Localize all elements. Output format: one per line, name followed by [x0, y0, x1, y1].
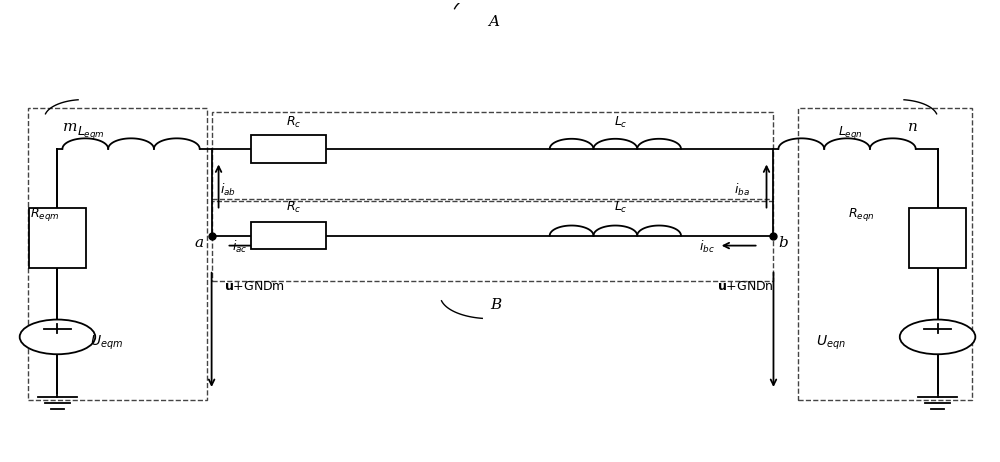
Text: $i_{ba}$: $i_{ba}$ — [734, 182, 750, 198]
Text: $i_{bc}$: $i_{bc}$ — [699, 239, 715, 255]
Text: $U_{eqm}$: $U_{eqm}$ — [90, 334, 123, 353]
Text: $L_{eqm}$: $L_{eqm}$ — [77, 124, 105, 141]
Text: $L_c$: $L_c$ — [614, 115, 628, 130]
Text: $U_{eqn}$: $U_{eqn}$ — [816, 334, 846, 353]
Circle shape — [900, 320, 975, 354]
Bar — [798, 108, 972, 400]
Circle shape — [20, 320, 95, 354]
Text: B: B — [490, 298, 501, 311]
Text: n: n — [908, 120, 918, 134]
Text: $R_c$: $R_c$ — [286, 200, 302, 214]
Text: $R_{eqm}$: $R_{eqm}$ — [30, 207, 59, 224]
Bar — [212, 112, 773, 199]
Text: $i_{ac}$: $i_{ac}$ — [232, 239, 247, 255]
Bar — [28, 108, 207, 400]
Bar — [251, 222, 326, 249]
Text: $\mathbf{u}$+GNDn: $\mathbf{u}$+GNDn — [717, 280, 773, 293]
Text: $R_c$: $R_c$ — [286, 115, 302, 130]
Text: $L_{eqn}$: $L_{eqn}$ — [838, 124, 863, 141]
Bar — [29, 208, 86, 267]
Bar — [251, 135, 326, 163]
Text: $R_{eqn}$: $R_{eqn}$ — [848, 207, 875, 224]
Text: m: m — [62, 120, 77, 134]
Text: $\mathbf{u}$+GNDm: $\mathbf{u}$+GNDm — [224, 280, 284, 293]
Text: a: a — [195, 236, 204, 250]
Text: $L_c$: $L_c$ — [614, 200, 628, 214]
Text: b: b — [778, 236, 788, 250]
Bar — [212, 201, 773, 281]
Bar — [909, 208, 966, 267]
Text: A: A — [488, 15, 499, 29]
Text: $i_{ab}$: $i_{ab}$ — [220, 182, 236, 198]
